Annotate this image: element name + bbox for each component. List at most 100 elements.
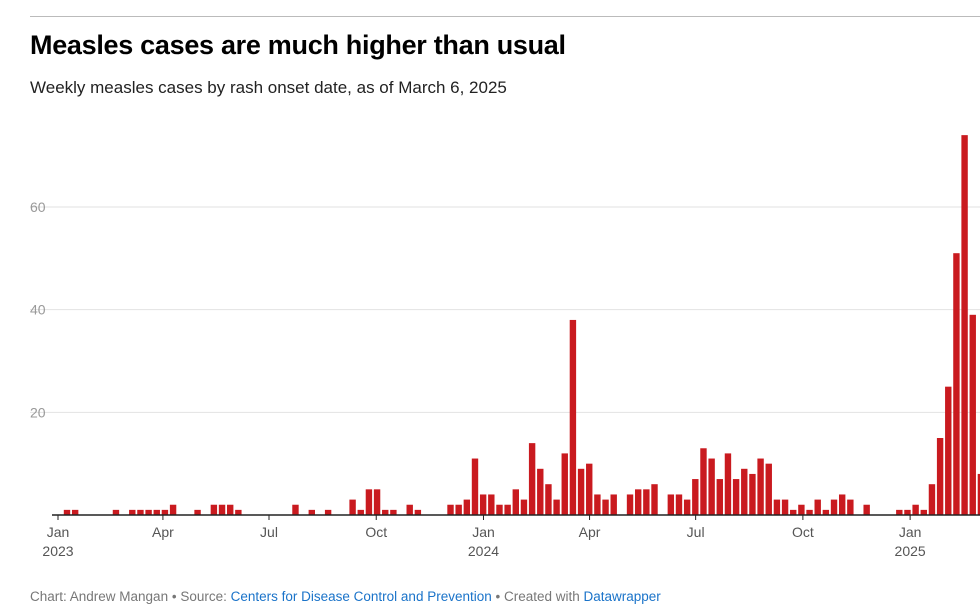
bar	[504, 504, 511, 515]
bar	[63, 509, 71, 515]
footer: Chart: Andrew Mangan • Source: Centers f…	[30, 589, 661, 604]
bar	[520, 499, 528, 515]
bar	[357, 509, 364, 515]
bar	[594, 494, 601, 515]
footer-sep: • Created with	[491, 589, 584, 604]
bar	[137, 509, 144, 515]
bar	[218, 504, 226, 515]
bar	[349, 499, 356, 515]
bar	[528, 443, 536, 515]
bar	[382, 509, 389, 515]
bar	[308, 509, 315, 515]
bar	[675, 494, 683, 515]
bar	[471, 458, 479, 515]
x-tick-year: 2024	[468, 543, 499, 559]
bar	[732, 479, 740, 515]
bar	[545, 484, 552, 515]
bar	[920, 509, 927, 515]
bar	[455, 504, 462, 515]
bar	[838, 494, 846, 515]
bar	[863, 504, 870, 515]
bar	[781, 499, 789, 515]
bar	[553, 499, 560, 515]
bar	[463, 499, 471, 515]
bar	[626, 494, 634, 515]
bar	[226, 504, 234, 515]
y-tick-label: 40	[30, 302, 46, 318]
bar	[953, 253, 960, 515]
bar	[194, 509, 201, 515]
x-tick-label: Jan	[47, 524, 70, 540]
bar	[977, 473, 980, 515]
bar	[153, 509, 160, 515]
bar	[292, 504, 299, 515]
chart-subtitle: Weekly measles cases by rash onset date,…	[30, 78, 507, 97]
bar	[488, 494, 495, 515]
bar	[210, 504, 218, 515]
chart-title: Measles cases are much higher than usual	[30, 30, 566, 60]
bar-chart: 20 40 60 Jan 2023 Apr Jul Oct Jan 2024 Apr Jul Oct Ja…	[30, 135, 980, 559]
bar	[169, 504, 177, 515]
bar	[479, 494, 487, 515]
bar	[741, 468, 748, 515]
x-tick-year: 2025	[895, 543, 926, 559]
bar	[634, 489, 642, 515]
bar	[610, 494, 617, 515]
bar	[235, 509, 242, 515]
bar	[561, 453, 568, 515]
bar	[798, 504, 805, 515]
bar	[847, 499, 854, 515]
bar	[161, 509, 169, 515]
x-tick-label: Jul	[260, 524, 278, 540]
bar	[496, 504, 503, 515]
bar	[830, 499, 838, 515]
bar	[773, 499, 781, 515]
x-tick-label: Oct	[365, 524, 387, 540]
x-tick-label: Jul	[687, 524, 705, 540]
bar	[406, 504, 413, 515]
x-tick-label: Oct	[792, 524, 814, 540]
bar	[414, 509, 422, 515]
x-tick-year: 2023	[42, 543, 73, 559]
top-rule	[30, 16, 980, 17]
x-tick-label: Jan	[472, 524, 495, 540]
bar	[643, 489, 650, 515]
bar	[512, 489, 519, 515]
x-tick-label: Apr	[152, 524, 174, 540]
bar	[945, 386, 952, 515]
bar	[896, 509, 903, 515]
bar	[822, 509, 830, 515]
bar	[586, 463, 593, 515]
bar	[129, 509, 136, 515]
bar	[569, 319, 577, 515]
bar	[390, 509, 397, 515]
bar	[692, 479, 699, 515]
bar	[365, 489, 373, 515]
bar	[537, 468, 544, 515]
bar	[904, 509, 911, 515]
source-link[interactable]: Centers for Disease Control and Preventi…	[230, 589, 492, 604]
bar	[814, 499, 821, 515]
bar	[577, 468, 585, 515]
bar	[602, 499, 609, 515]
bar	[683, 499, 691, 515]
datawrapper-link[interactable]: Datawrapper	[583, 589, 661, 604]
bar	[651, 484, 658, 515]
y-tick-label: 60	[30, 199, 46, 215]
bar	[667, 494, 675, 515]
bar	[324, 509, 332, 515]
bar	[806, 509, 813, 515]
x-tick-label: Jan	[899, 524, 922, 540]
bar	[447, 504, 454, 515]
bar	[724, 453, 732, 515]
bar	[928, 484, 936, 515]
bar	[112, 509, 120, 515]
footer-sep: • Source:	[168, 589, 231, 604]
bar	[961, 135, 968, 515]
bar	[912, 504, 919, 515]
chart-credit: Chart: Andrew Mangan	[30, 589, 169, 604]
bar	[765, 463, 772, 515]
bar	[700, 448, 707, 515]
bar	[71, 509, 79, 515]
bar	[708, 458, 715, 515]
